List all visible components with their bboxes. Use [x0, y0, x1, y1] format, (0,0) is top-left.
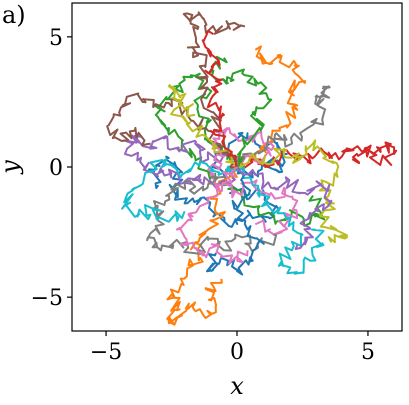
trajectory-16 — [206, 166, 265, 276]
trajectory-3 — [233, 45, 307, 168]
trajectory-9 — [207, 127, 299, 236]
trajectory-10 — [146, 166, 278, 255]
trajectory-13 — [167, 84, 238, 171]
trajectory-12 — [236, 139, 348, 244]
trajectory-20 — [175, 166, 249, 265]
trajectories — [106, 11, 398, 326]
y-axis-label: y — [0, 160, 24, 175]
x-axis-label: x — [230, 372, 244, 400]
trajectory-15 — [234, 166, 325, 275]
x-tick-label: −5 — [90, 340, 122, 365]
trajectory-4 — [153, 72, 326, 227]
trajectory-2 — [166, 165, 238, 326]
trajectory-6 — [123, 134, 240, 189]
trajectory-17 — [208, 55, 273, 168]
y-tick-label: −5 — [31, 286, 63, 311]
trajectory-7 — [106, 92, 241, 168]
trajectory-11 — [236, 85, 331, 168]
x-ticks: −5 0 5 — [90, 331, 375, 365]
x-tick-label: 0 — [230, 340, 244, 365]
trajectory-19 — [236, 166, 333, 250]
trajectory-18 — [201, 29, 238, 170]
x-tick-label: 5 — [361, 340, 375, 365]
trajectory-5 — [236, 141, 398, 170]
panel-label: a) — [2, 1, 26, 29]
y-ticks: −5 0 5 — [31, 26, 72, 311]
trajectory-14 — [121, 158, 239, 223]
y-tick-label: 0 — [49, 156, 63, 181]
y-tick-label: 5 — [49, 26, 63, 51]
